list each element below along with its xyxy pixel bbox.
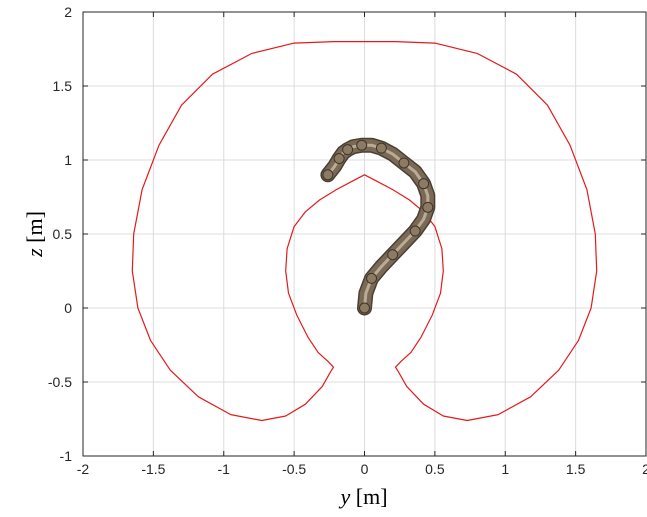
robot-arm-segment: [342, 144, 354, 156]
x-tick-label: 1.5: [566, 461, 586, 477]
y-tick-label: 1.5: [53, 78, 73, 94]
robot-arm-segment: [366, 272, 378, 284]
y-tick-labels: -1 -0.5 0 0.5 1 1.5 2: [48, 4, 646, 464]
x-tick-label: -1: [218, 461, 231, 477]
x-tick-label: -2: [77, 461, 90, 477]
robot-arm-segment: [409, 225, 421, 237]
robot-arm-image: [320, 137, 436, 316]
robot-arm-segment: [387, 249, 399, 261]
x-tick-label: -1.5: [141, 461, 165, 477]
x-tick-label: 0.5: [425, 461, 445, 477]
series-layer: [131, 40, 598, 422]
x-axis-label: y [m]: [338, 484, 387, 509]
y-axis-variable: z: [22, 248, 47, 258]
robot-arm-segment: [356, 139, 368, 151]
grid: [82, 11, 647, 457]
robot-arm-segment: [422, 201, 434, 213]
y-tick-label: 1: [64, 152, 72, 168]
robot-arm-segment: [418, 178, 430, 190]
y-tick-label: -0.5: [48, 374, 72, 390]
plot-frame: [82, 11, 647, 457]
robot-arm-segment: [322, 169, 334, 181]
y-tick-label: 0.5: [53, 226, 73, 242]
robot-arm-segment: [333, 153, 345, 165]
y-axis-unit: [m]: [22, 211, 47, 248]
robot-arm-segment: [398, 157, 410, 169]
x-axis-unit: [m]: [350, 484, 387, 509]
robot-arm-segment: [359, 302, 370, 314]
y-tick-label: 0: [64, 300, 72, 316]
x-tick-labels: -2 -1.5 -1 -0.5 0 0.5 1 1.5 2: [77, 12, 647, 477]
x-tick-label: 1: [501, 461, 509, 477]
robot-arm-segment: [375, 142, 387, 154]
workspace-boundary-line: [131, 40, 598, 422]
y-axis-label: z [m]: [22, 211, 47, 258]
y-tick-label: -1: [60, 448, 73, 464]
x-tick-label: 2: [642, 461, 647, 477]
y-tick-label: 2: [64, 4, 72, 20]
x-tick-label: -0.5: [282, 461, 306, 477]
x-tick-label: 0: [361, 461, 369, 477]
x-axis-variable: y: [338, 484, 350, 509]
